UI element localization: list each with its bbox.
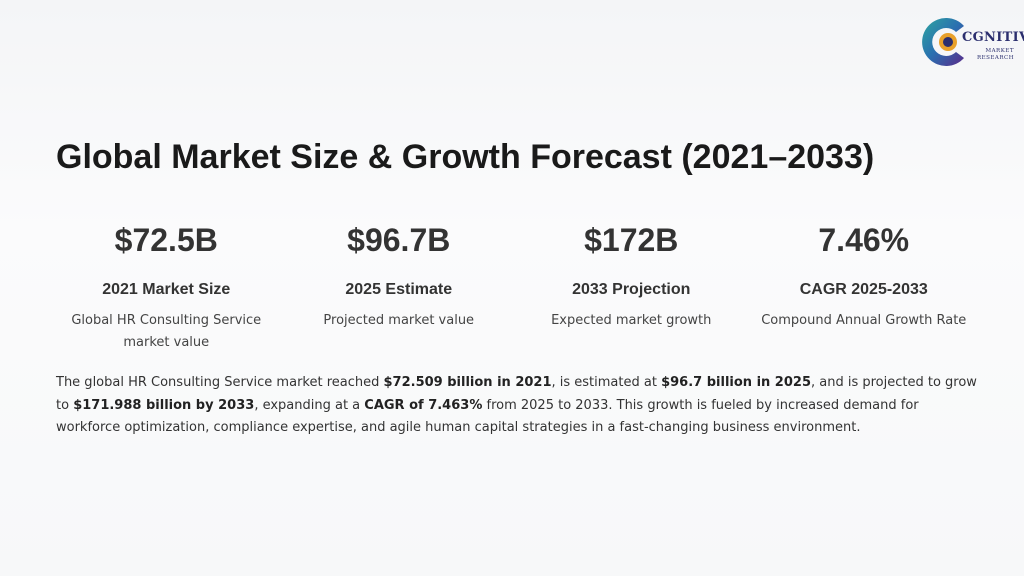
- summary-highlight: $96.7 billion in 2025: [661, 375, 811, 390]
- logo-name: CGNITIVE: [962, 30, 1024, 45]
- stat-card-2025: $96.7B 2025 Estimate Projected market va…: [283, 218, 516, 354]
- stat-description: Global HR Consulting Service market valu…: [71, 313, 262, 350]
- stat-card-cagr: 7.46% CAGR 2025-2033 Compound Annual Gro…: [748, 218, 981, 354]
- stat-label: 2021 Market Size: [102, 281, 231, 298]
- company-logo: CGNITIVE MARKET RESEARCH: [918, 12, 1024, 72]
- summary-text: , expanding at a: [254, 397, 365, 413]
- summary-text: , is estimated at: [551, 375, 662, 390]
- logo-sub-line2: RESEARCH: [976, 55, 1014, 61]
- stat-value: $172B: [584, 222, 679, 258]
- stat-label: 2025 Estimate: [345, 281, 453, 298]
- summary-text: , and is projected to grow to: [56, 375, 977, 413]
- stat-label: CAGR 2025-2033: [799, 281, 928, 298]
- stat-description: Expected market growth: [551, 313, 712, 328]
- stat-value: 7.46%: [818, 222, 910, 258]
- stat-description: Compound Annual Growth Rate: [761, 313, 967, 328]
- summary-text: The global HR Consulting Service market …: [56, 375, 384, 390]
- stat-card-2021: $72.5B 2021 Market Size Global HR Consul…: [50, 218, 283, 354]
- logo-sub-line1: MARKET: [985, 48, 1014, 54]
- logo-c-mark-icon: [922, 18, 964, 66]
- stat-card-2033: $172B 2033 Projection Expected market gr…: [515, 218, 748, 354]
- summary-paragraph: The global HR Consulting Service market …: [56, 372, 986, 440]
- stat-description: Projected market value: [323, 313, 475, 328]
- summary-text: from 2025 to 2033. This growth is fueled…: [56, 397, 919, 436]
- stats-row: $72.5B 2021 Market Size Global HR Consul…: [50, 218, 980, 354]
- page-title: Global Market Size & Growth Forecast (20…: [56, 138, 875, 176]
- summary-highlight: CAGR of 7.463%: [364, 397, 483, 413]
- stat-label: 2033 Projection: [572, 281, 691, 298]
- summary-highlight: $171.988 billion by 2033: [73, 397, 255, 413]
- stat-value: $72.5B: [114, 222, 218, 258]
- summary-highlight: $72.509 billion in 2021: [383, 375, 552, 390]
- stat-value: $96.7B: [347, 222, 451, 258]
- logo-subtitle: MARKET RESEARCH: [974, 48, 1014, 62]
